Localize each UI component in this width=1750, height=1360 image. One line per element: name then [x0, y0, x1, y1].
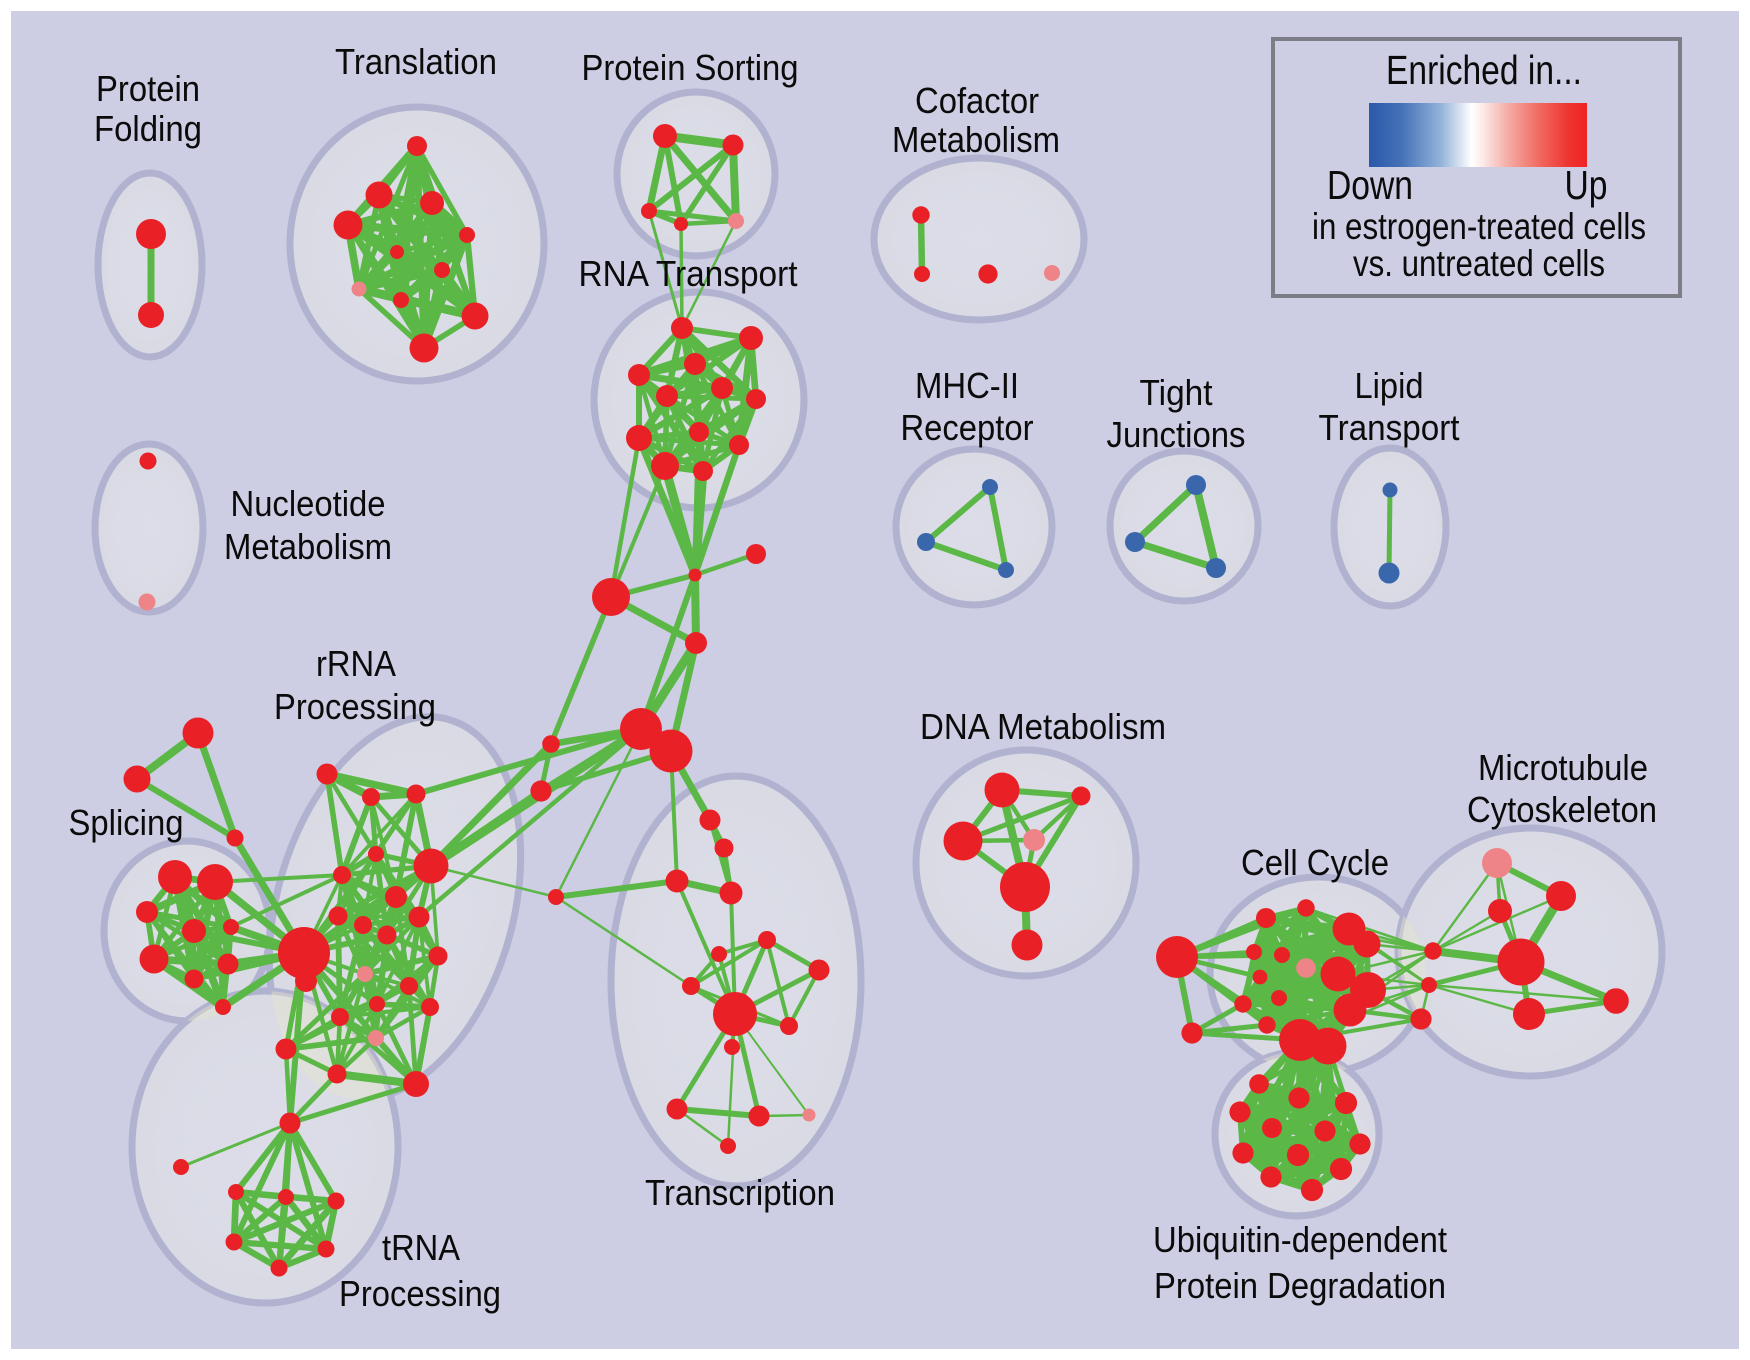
svg-text:Processing: Processing	[339, 1273, 501, 1314]
svg-text:Cytoskeleton: Cytoskeleton	[1467, 789, 1657, 830]
svg-text:Folding: Folding	[94, 108, 202, 149]
svg-text:Microtubule: Microtubule	[1478, 747, 1648, 788]
svg-text:Cell Cycle: Cell Cycle	[1241, 842, 1389, 883]
svg-text:in estrogen-treated cells: in estrogen-treated cells	[1312, 206, 1646, 247]
svg-text:Metabolism: Metabolism	[892, 119, 1060, 160]
svg-text:Cofactor: Cofactor	[915, 80, 1039, 121]
svg-text:DNA Metabolism: DNA Metabolism	[920, 706, 1166, 747]
svg-text:Transcription: Transcription	[645, 1172, 835, 1213]
svg-text:Protein Sorting: Protein Sorting	[582, 47, 799, 88]
svg-text:Ubiquitin-dependent: Ubiquitin-dependent	[1153, 1219, 1447, 1260]
svg-text:MHC-II: MHC-II	[915, 365, 1019, 406]
svg-text:RNA Transport: RNA Transport	[579, 253, 798, 294]
svg-text:Enriched in...: Enriched in...	[1386, 47, 1582, 93]
svg-text:Protein Degradation: Protein Degradation	[1154, 1265, 1446, 1306]
svg-text:Junctions: Junctions	[1107, 414, 1246, 455]
svg-text:Up: Up	[1565, 162, 1608, 208]
svg-text:Receptor: Receptor	[901, 407, 1034, 448]
svg-text:Metabolism: Metabolism	[224, 526, 392, 567]
svg-text:tRNA: tRNA	[382, 1227, 461, 1268]
svg-text:rRNA: rRNA	[316, 643, 397, 684]
svg-text:Splicing: Splicing	[69, 802, 184, 843]
svg-text:Protein: Protein	[96, 68, 200, 109]
svg-text:Down: Down	[1327, 162, 1413, 208]
svg-text:Transport: Transport	[1319, 407, 1460, 448]
svg-text:vs. untreated cells: vs. untreated cells	[1353, 243, 1605, 284]
svg-text:Processing: Processing	[274, 686, 436, 727]
svg-text:Translation: Translation	[335, 41, 497, 82]
svg-text:Lipid: Lipid	[1355, 365, 1424, 406]
svg-text:Nucleotide: Nucleotide	[231, 483, 386, 524]
svg-text:Tight: Tight	[1140, 372, 1213, 413]
